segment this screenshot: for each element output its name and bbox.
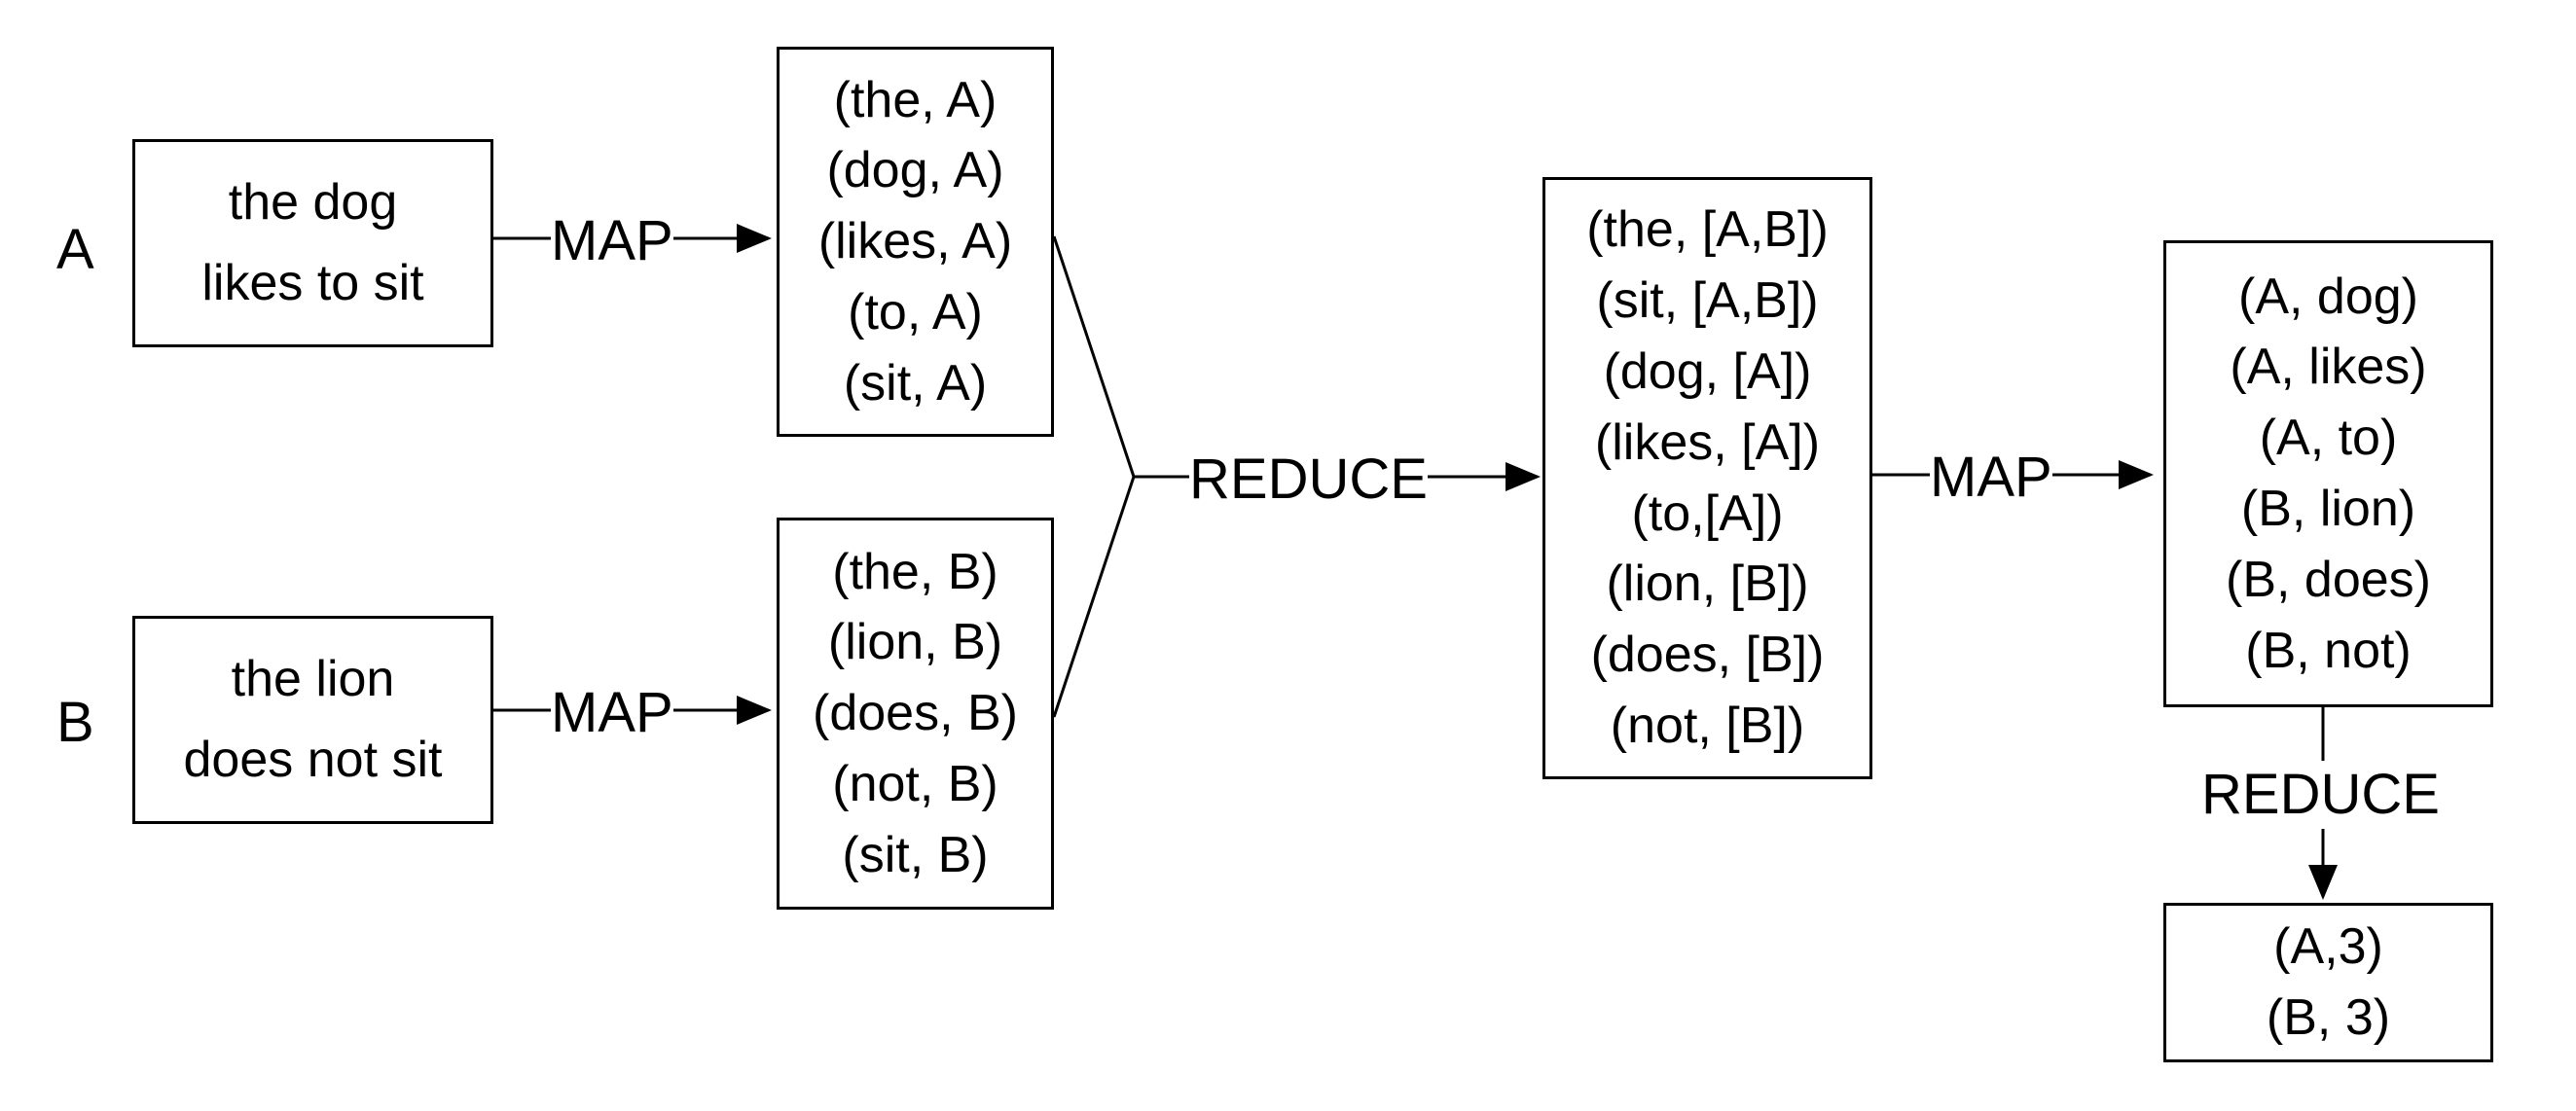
reduce-output-box: (the, [A,B]) (sit, [A,B]) (dog, [A]) (li… [1542, 177, 1872, 779]
pair-item: (not, B) [832, 755, 998, 812]
doc-b-label: B [56, 691, 94, 754]
doc-a-label: A [56, 218, 94, 281]
doc-b-line: does not sit [183, 732, 443, 788]
doc-a-box: the dog likes to sit [132, 139, 493, 347]
grouped-item: (not, [B]) [1610, 697, 1805, 754]
pair-item: (dog, A) [826, 142, 1004, 199]
reduce-merge-line-a [1052, 235, 1136, 478]
reduce2-label: REDUCE [2201, 761, 2440, 829]
map2-output-box: (A, dog) (A, likes) (A, to) (B, lion) (B… [2163, 240, 2493, 707]
grouped-item: (the, [A,B]) [1586, 201, 1829, 259]
pair-item: (to, A) [848, 283, 983, 340]
count-item: (A,3) [2273, 918, 2383, 976]
inverted-pair-item: (B, not) [2245, 622, 2412, 679]
pair-item: (the, B) [832, 543, 998, 600]
inverted-pair-item: (A, to) [2259, 410, 2398, 467]
map2-label: MAP [1930, 446, 2052, 509]
doc-b-box: the lion does not sit [132, 616, 493, 824]
grouped-item: (dog, [A]) [1603, 342, 1812, 400]
reduce-label: REDUCE [1189, 448, 1428, 511]
map-a-output-box: (the, A) (dog, A) (likes, A) (to, A) (si… [777, 47, 1054, 437]
pair-item: (the, A) [833, 71, 998, 128]
pair-item: (likes, A) [817, 213, 1013, 270]
final-count-box: (A,3) (B, 3) [2163, 903, 2493, 1062]
doc-a-line: the dog [228, 173, 398, 231]
grouped-item: (likes, [A]) [1594, 413, 1821, 471]
reduce-merge-line-b [1052, 476, 1136, 718]
map-a-label: MAP [551, 209, 673, 272]
inverted-pair-item: (B, does) [2226, 551, 2431, 608]
grouped-item: (to,[A]) [1631, 484, 1784, 542]
pair-item: (sit, A) [843, 354, 988, 412]
doc-a-line: likes to sit [201, 255, 424, 311]
grouped-item: (sit, [A,B]) [1596, 272, 1819, 330]
inverted-pair-item: (B, lion) [2240, 481, 2416, 537]
grouped-item: (does, [B]) [1590, 627, 1825, 684]
inverted-pair-item: (A, likes) [2230, 339, 2427, 396]
map-b-label: MAP [551, 681, 673, 744]
map-b-output-box: (the, B) (lion, B) (does, B) (not, B) (s… [777, 518, 1054, 910]
doc-b-line: the lion [231, 650, 395, 707]
pair-item: (does, B) [813, 685, 1018, 742]
pair-item: (sit, B) [842, 826, 989, 883]
pair-item: (lion, B) [827, 614, 1003, 671]
inverted-pair-item: (A, dog) [2238, 268, 2418, 325]
count-item: (B, 3) [2266, 989, 2391, 1046]
grouped-item: (lion, [B]) [1606, 556, 1809, 613]
